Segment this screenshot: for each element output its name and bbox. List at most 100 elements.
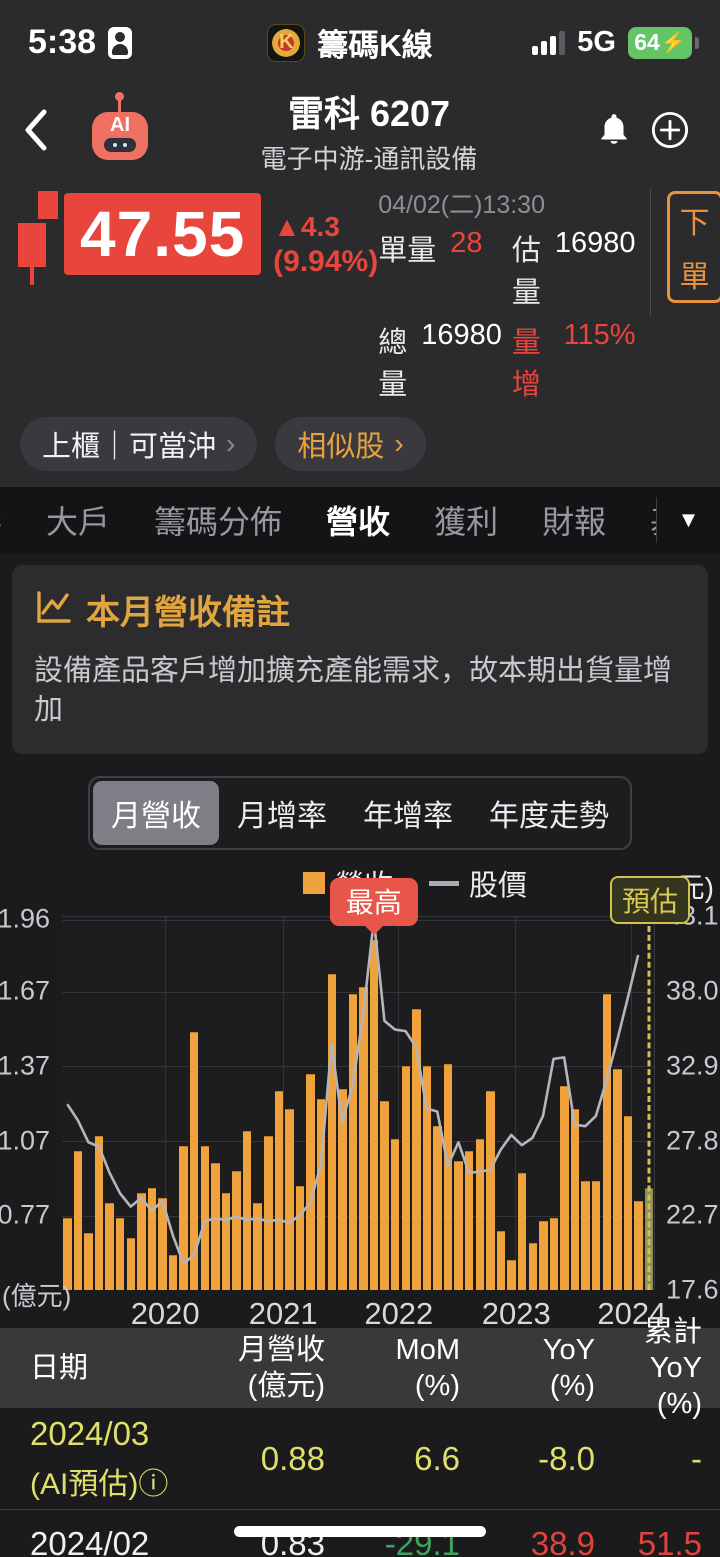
- bar-slot: [601, 917, 612, 1291]
- revenue-bar: [581, 1180, 590, 1291]
- left-axis-unit: (億元): [2, 1281, 72, 1312]
- bell-icon: [601, 114, 627, 144]
- bar-slot: [115, 917, 126, 1291]
- segment-月營收[interactable]: 月營收: [93, 781, 219, 846]
- stock-industry: 電子中游-通訊設備: [260, 143, 478, 174]
- bar-swatch-icon: [302, 872, 325, 895]
- revenue-bar: [539, 1220, 548, 1291]
- header-line: (億元): [247, 1370, 325, 1403]
- signal-icon: [532, 30, 566, 55]
- chart-mode-segment: 月營收 月增率 年增率 年度走勢: [88, 776, 632, 851]
- note-title: 本月營收備註: [86, 594, 290, 632]
- bar-slot: [612, 917, 623, 1291]
- year-label: 2023: [481, 1296, 551, 1332]
- price-change: ▲4.3: [273, 211, 340, 242]
- revenue-bar: [306, 1073, 315, 1291]
- revenue-bar: [327, 974, 336, 1291]
- revenue-bar: [158, 1198, 167, 1291]
- chevron-right-icon: ›: [226, 428, 236, 459]
- last-price: 47.55: [80, 198, 246, 270]
- revenue-bar: [190, 1031, 199, 1291]
- bar-slot: [263, 917, 274, 1291]
- tab-財報[interactable]: 財報: [542, 504, 607, 540]
- status-app-name: 籌碼K線: [317, 28, 433, 63]
- similar-stocks-button[interactable]: 相似股 ›: [275, 417, 426, 471]
- tab-大戶[interactable]: 大戶: [46, 504, 111, 540]
- revenue-chart: 營收股價 (元) 1.961.671.371.070.77 43.138.032…: [0, 860, 720, 1331]
- tag-label: 上櫃｜可當沖: [42, 431, 217, 463]
- add-to-watchlist-button[interactable]: [642, 102, 698, 158]
- tab-籌碼分佈[interactable]: 籌碼分佈: [154, 504, 283, 540]
- revenue-bar: [63, 1218, 72, 1291]
- row-cell: 0.88: [260, 1439, 325, 1477]
- table-row[interactable]: 2024/03 (AI預估)ⓘ 0.88 6.6 -8.0 -: [0, 1408, 720, 1511]
- revenue-bar: [242, 1131, 252, 1291]
- divider: [649, 189, 651, 317]
- market-dtrade-tag[interactable]: 上櫃｜可當沖 ›: [20, 417, 258, 471]
- bar-slot: [252, 917, 263, 1291]
- notification-button[interactable]: [586, 102, 642, 158]
- tab-scroll-area[interactable]: 券大戶 籌碼分佈 營收 獲利 財報基金: [0, 497, 656, 543]
- bar-slot: [189, 917, 200, 1291]
- revenue-bar: [443, 1064, 453, 1291]
- bar-slot: [348, 917, 359, 1291]
- bar-slot: [104, 917, 115, 1291]
- header-line: (%): [656, 1388, 702, 1421]
- revenue-bar: [147, 1188, 157, 1291]
- order-button-char: 下: [679, 207, 710, 240]
- bar-slot: [633, 917, 644, 1291]
- segment-年度走勢[interactable]: 年度走勢: [489, 800, 609, 834]
- tab-基金[interactable]: 基金: [628, 497, 656, 543]
- bar-slot: [422, 917, 433, 1291]
- revenue-bar: [602, 994, 611, 1291]
- revenue-bar: [623, 1116, 633, 1291]
- plus-circle-icon: [651, 111, 689, 149]
- bar-slot: [274, 917, 285, 1291]
- ai-assistant-button[interactable]: AI: [88, 92, 152, 162]
- bar-slot: [432, 917, 443, 1291]
- bar-slot: [538, 917, 549, 1291]
- table-header-cell: YoY (%): [460, 1332, 595, 1405]
- row-cell: 38.9: [530, 1525, 595, 1557]
- limit-up-candle-icon: [14, 185, 64, 285]
- table-header-cell: 日期: [30, 1350, 215, 1386]
- revenue-bar: [348, 994, 358, 1291]
- charging-bolt-icon: ⚡: [660, 32, 686, 54]
- plot-area[interactable]: 最高: [62, 877, 655, 1291]
- bar-slot: [559, 917, 570, 1291]
- bar-slot: [62, 917, 73, 1291]
- left-tick: 1.96: [0, 903, 50, 934]
- bar-slot: [379, 917, 390, 1291]
- date-line: 2024/03: [30, 1414, 150, 1452]
- bar-slot: [125, 917, 136, 1291]
- bar-slot: [178, 917, 189, 1291]
- tab-獲利[interactable]: 獲利: [434, 504, 499, 540]
- tab-營收[interactable]: 營收: [326, 504, 391, 540]
- quote-field-value: 16980: [554, 227, 636, 259]
- revenue-bar: [634, 1200, 643, 1291]
- tab-券[interactable]: 券: [0, 497, 24, 543]
- revenue-bar: [433, 1126, 442, 1291]
- revenue-bar: [401, 1066, 411, 1291]
- bar-slot: [475, 917, 486, 1291]
- segment-年增率[interactable]: 年增率: [363, 800, 453, 834]
- gridline-h: [62, 991, 654, 993]
- bar-slot: [517, 917, 528, 1291]
- quote-field-value: 16980: [421, 319, 502, 351]
- revenue-bar: [295, 1185, 305, 1291]
- place-order-button[interactable]: 下單: [666, 191, 720, 303]
- bar-slot: [337, 917, 348, 1291]
- back-button[interactable]: [22, 100, 66, 160]
- revenue-bar: [560, 1086, 569, 1291]
- header-line: (%): [549, 1370, 595, 1403]
- app-header: AI 雷科 6207 電子中游-通訊設備: [0, 85, 720, 175]
- network-type: 5G: [577, 26, 616, 58]
- bar-slot: [221, 917, 232, 1291]
- home-indicator[interactable]: [234, 1526, 486, 1537]
- battery-percent: 64: [634, 29, 660, 55]
- segment-月增率[interactable]: 月增率: [237, 800, 327, 834]
- row-cell: -: [691, 1439, 702, 1477]
- more-tabs-button[interactable]: ▼: [656, 497, 720, 543]
- revenue-bar: [591, 1180, 601, 1291]
- quote-field: 量增 115%: [512, 319, 636, 403]
